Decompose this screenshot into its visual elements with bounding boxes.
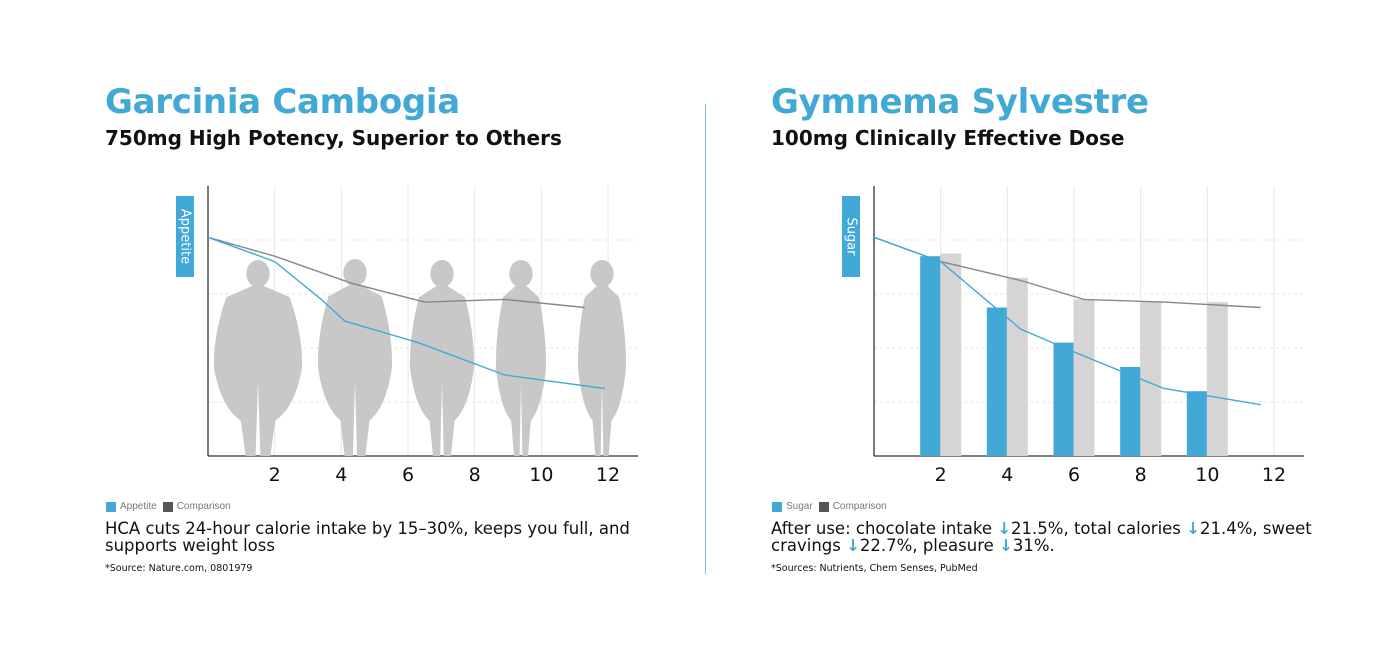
x-tick-label: 6 (1068, 464, 1080, 486)
body-shape (577, 285, 627, 456)
head-shape (509, 260, 533, 288)
legend-swatch (818, 501, 829, 512)
panel-subtitle: 750mg High Potency, Superior to Others (105, 126, 562, 150)
head-shape (430, 260, 454, 288)
x-tick-label: 10 (1195, 464, 1219, 486)
down-arrow-icon: ↓ (997, 519, 1012, 538)
x-tick-label: 8 (1135, 464, 1147, 486)
y-axis-label-badge (842, 196, 860, 277)
legend-swatch (162, 501, 173, 512)
source-note: *Source: Nature.com, 0801979 (105, 563, 253, 574)
bar (920, 256, 942, 456)
caption-fragment: 21.4%, sweet cravings (771, 519, 1312, 555)
y-axis-label-badge (176, 196, 194, 277)
bar (1186, 391, 1208, 456)
bar (1140, 302, 1162, 456)
bar (1206, 302, 1228, 456)
x-tick-label: 4 (335, 464, 347, 486)
x-tick-label: 12 (596, 464, 620, 486)
legend-label: Comparison (832, 501, 887, 512)
bar (1053, 342, 1075, 456)
body-silhouette-icon (409, 260, 475, 456)
panel-divider (705, 104, 706, 574)
x-tick-label: 6 (402, 464, 414, 486)
legend-label: Appetite (120, 501, 157, 512)
caption-text: HCA cuts 24-hour calorie intake by 15–30… (105, 519, 630, 555)
legend-item-comparison: Comparison (162, 501, 231, 512)
x-tick-label: 4 (1001, 464, 1013, 486)
x-tick-label: 10 (529, 464, 553, 486)
body-silhouette-icon (577, 260, 627, 456)
series-line (873, 236, 1261, 406)
appetite-chart: 2 4 6 8 10 12 Appetite (176, 186, 638, 486)
series-line (207, 236, 585, 309)
bar (986, 307, 1008, 456)
down-arrow-icon: ↓ (846, 536, 860, 555)
source-note: *Sources: Nutrients, Chem Senses, PubMed (771, 563, 978, 574)
caption-text: After use: chocolate intake ↓21.5%, tota… (771, 520, 1331, 554)
head-shape (590, 260, 614, 288)
legend-swatch (106, 501, 116, 512)
x-tick-label: 2 (935, 464, 947, 486)
y-axis-label: Sugar (844, 217, 859, 256)
x-tick-label: 12 (1262, 464, 1286, 486)
panel-title: Garcinia Cambogia (105, 82, 460, 122)
bar (1006, 277, 1028, 456)
chart-legend: Sugar Comparison (772, 501, 893, 512)
series-line (207, 236, 605, 390)
caption-fragment: 22.7%, pleasure (859, 536, 1000, 555)
down-arrow-icon: ↓ (1186, 519, 1200, 538)
body-shape (317, 284, 393, 456)
body-silhouette-icon (213, 260, 303, 456)
bar (1073, 299, 1095, 456)
garcinia-panel: Garcinia Cambogia 750mg High Potency, Su… (105, 82, 638, 574)
body-silhouette-icon (317, 259, 393, 456)
caption-fragment: 21.5%, total calories (1011, 519, 1187, 538)
legend-item-sugar: Sugar (772, 501, 813, 512)
legend-item-comparison: Comparison (818, 501, 887, 512)
legend-item-appetite: Appetite (106, 501, 157, 512)
panel-title: Gymnema Sylvestre (771, 82, 1149, 122)
gymnema-panel: Gymnema Sylvestre 100mg Clinically Effec… (666, 0, 1366, 656)
bar (940, 253, 962, 456)
caption-fragment: 31%. (1012, 536, 1055, 555)
head-shape (343, 259, 367, 287)
body-shape (495, 285, 547, 456)
body-shape (409, 285, 475, 456)
caption-fragment: After use: chocolate intake (771, 519, 998, 538)
x-tick-label: 8 (469, 464, 481, 486)
down-arrow-icon: ↓ (999, 536, 1013, 555)
y-axis-label: Appetite (178, 209, 193, 264)
legend-swatch (772, 501, 782, 512)
x-tick-label: 2 (269, 464, 281, 486)
panel-subtitle: 100mg Clinically Effective Dose (771, 126, 1125, 150)
bar (1120, 366, 1142, 456)
sugar-chart: 2 4 6 8 10 12 Sugar (842, 186, 1304, 486)
legend-label: Comparison (176, 501, 231, 512)
body-shape (213, 285, 303, 456)
chart-legend: Appetite Comparison (106, 501, 237, 512)
body-silhouette-icon (495, 260, 547, 456)
legend-label: Sugar (786, 501, 813, 512)
head-shape (246, 260, 270, 288)
